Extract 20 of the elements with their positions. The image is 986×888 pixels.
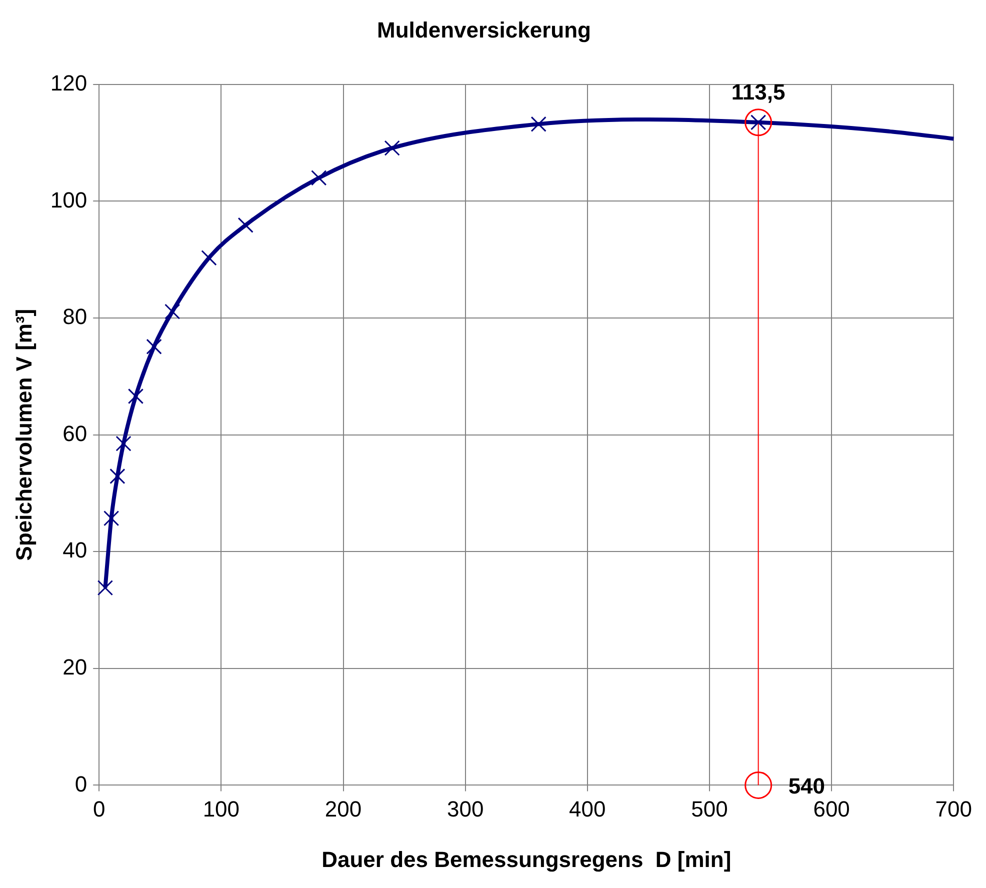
y-tick-label: 120 — [50, 70, 88, 96]
annotation: 113,5 — [731, 79, 786, 104]
x-tick-label: 400 — [569, 796, 606, 822]
x-axis-title: Dauer des Bemessungsregens D [min] — [322, 846, 732, 872]
y-tick-label: 60 — [62, 420, 88, 446]
y-axis-title: Speichervolumen V [m³] — [11, 308, 36, 561]
annotation: 540 — [788, 773, 826, 798]
y-tick-label: 40 — [62, 538, 88, 563]
x-tick-label: 600 — [813, 796, 850, 822]
x-tick-label: 700 — [935, 796, 972, 822]
chart-title: Muldenversickerung — [377, 17, 591, 42]
y-tick-label: 0 — [74, 771, 88, 796]
x-tick-label: 0 — [92, 796, 106, 822]
y-tick-label: 80 — [62, 304, 88, 330]
x-tick-label: 300 — [446, 796, 484, 822]
y-tick-label: 20 — [62, 654, 88, 680]
x-tick-label: 500 — [691, 796, 728, 822]
x-tick-label: 200 — [324, 796, 362, 822]
y-tick-label: 100 — [50, 187, 88, 212]
x-tick-label: 100 — [202, 796, 240, 822]
